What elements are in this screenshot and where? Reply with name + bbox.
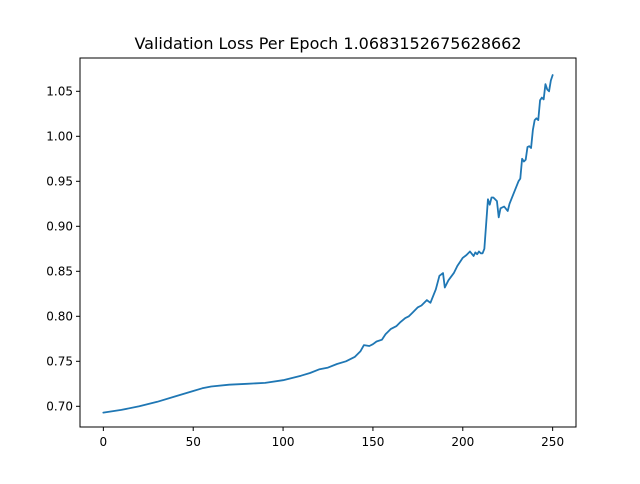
y-tick-label: 1.05 <box>46 84 73 98</box>
y-tick-label: 0.80 <box>46 309 73 323</box>
x-tick-label: 250 <box>541 435 564 449</box>
x-axis: 0 50 100 150 200 250 <box>100 427 564 449</box>
x-tick-label: 0 <box>100 435 108 449</box>
x-tick-label: 100 <box>272 435 295 449</box>
chart-title: Validation Loss Per Epoch 1.068315267562… <box>134 34 521 53</box>
y-tick-label: 1.00 <box>46 129 73 143</box>
x-tick-label: 150 <box>361 435 384 449</box>
y-tick-label: 0.70 <box>46 399 73 413</box>
axes-frame <box>79 57 577 428</box>
y-tick-label: 0.90 <box>46 219 73 233</box>
x-tick-label: 200 <box>451 435 474 449</box>
y-axis: 0.70 0.75 0.80 0.85 0.90 0.95 1.00 1.05 <box>46 84 80 413</box>
y-tick-label: 0.75 <box>46 354 73 368</box>
series-line-0 <box>102 74 554 414</box>
y-tick-label: 0.85 <box>46 264 73 278</box>
plot-area <box>102 74 554 414</box>
y-tick-label: 0.95 <box>46 174 73 188</box>
x-tick-label: 50 <box>186 435 201 449</box>
